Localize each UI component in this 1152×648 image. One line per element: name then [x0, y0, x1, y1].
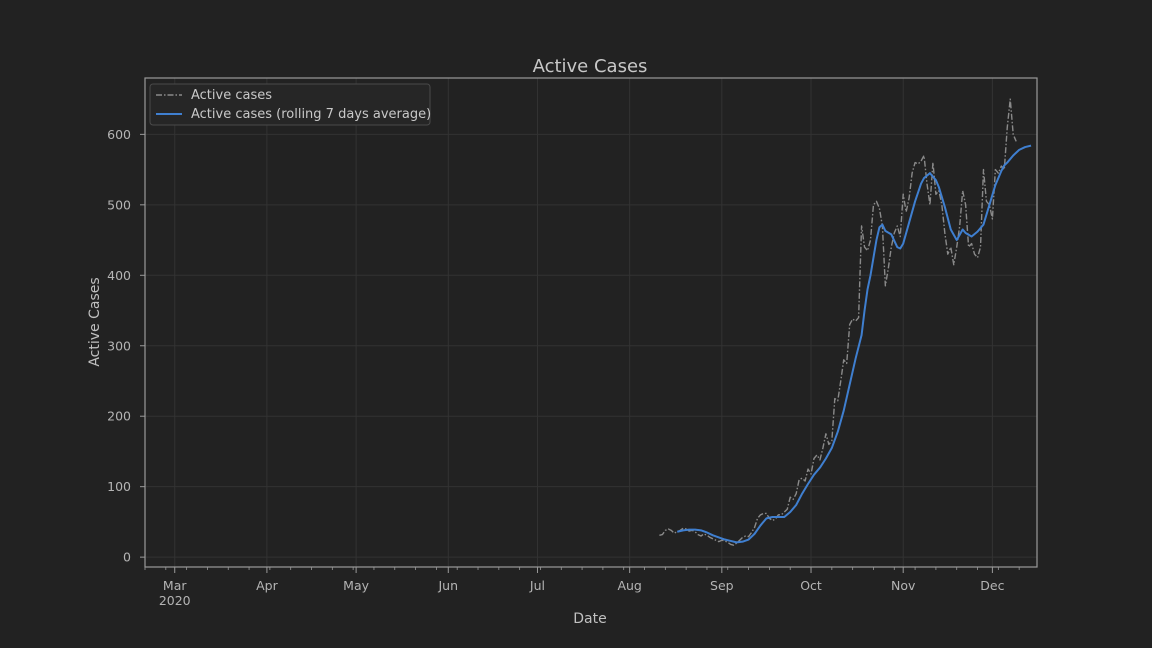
series-line-active-cases [659, 98, 1017, 546]
x-tick-label: Jul [529, 578, 545, 593]
legend-box [149, 83, 431, 126]
x-tick-label: Nov [891, 578, 916, 593]
y-tick-label: 0 [123, 550, 131, 565]
grid [145, 78, 1037, 567]
y-axis-label: Active Cases [87, 277, 103, 366]
x-tick-label: Dec [980, 578, 1004, 593]
chart-title: Active Cases [533, 56, 648, 77]
x-tick-sublabel: 2020 [159, 593, 191, 608]
x-tick-label: Apr [256, 578, 278, 593]
x-tick-label: Jun [438, 578, 459, 593]
x-tick-label: Oct [800, 578, 822, 593]
plot-frame [144, 77, 1038, 568]
x-tick-label: Sep [710, 578, 734, 593]
x-tick-label: Mar [163, 578, 187, 593]
y-tick-label: 500 [107, 197, 131, 212]
series-layer [659, 98, 1032, 546]
y-tick-label: 100 [107, 479, 131, 494]
legend-label-rolling-average: Active cases (rolling 7 days average) [191, 107, 431, 122]
legend-label-active-cases: Active cases [191, 88, 272, 103]
legend: Active cases Active cases (rolling 7 day… [149, 83, 431, 126]
y-tick-label: 200 [107, 409, 131, 424]
x-tick-label: Aug [617, 578, 641, 593]
y-tick-label: 400 [107, 268, 131, 283]
series-line-rolling-average [676, 144, 1032, 544]
x-axis-label: Date [573, 611, 606, 627]
y-tick-label: 300 [107, 338, 131, 353]
plot-area [145, 78, 1037, 567]
y-tick-label: 600 [107, 127, 131, 142]
x-tick-label: May [343, 578, 369, 593]
